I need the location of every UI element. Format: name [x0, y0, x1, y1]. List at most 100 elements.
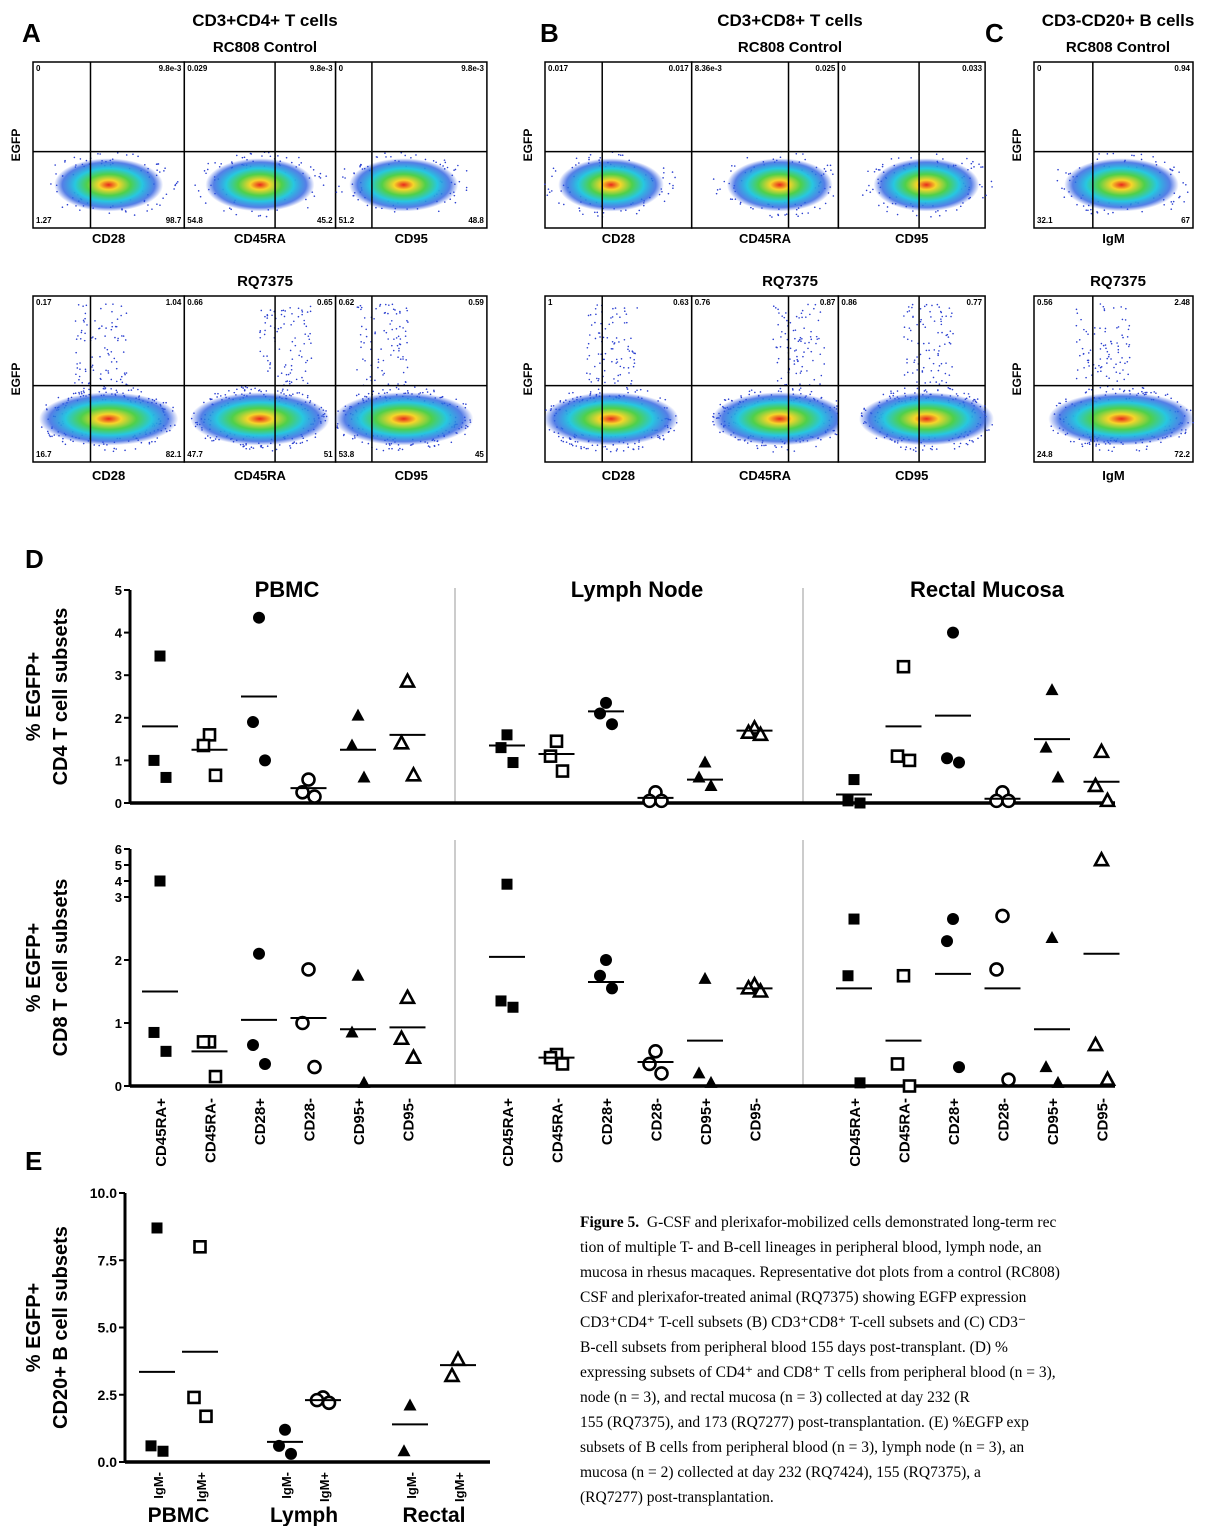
- event-dot: [920, 308, 922, 310]
- quadrant-value: 32.1: [1037, 216, 1053, 225]
- event-dot: [83, 388, 85, 390]
- caption-line: expressing subsets of CD4⁺ and CD8⁺ T ce…: [580, 1360, 1214, 1385]
- event-dot: [1122, 337, 1124, 339]
- event-dot: [466, 189, 468, 191]
- event-dot: [939, 215, 941, 217]
- event-dot: [78, 392, 80, 394]
- density-blob: [712, 392, 847, 445]
- event-dot: [942, 158, 944, 160]
- event-dot: [1089, 443, 1091, 445]
- event-dot: [373, 390, 375, 392]
- event-dot: [1126, 343, 1128, 345]
- event-dot: [545, 409, 547, 411]
- data-point: [395, 736, 408, 748]
- event-dot: [587, 448, 589, 450]
- event-dot: [882, 166, 884, 168]
- event-dot: [1155, 161, 1157, 163]
- event-dot: [866, 190, 868, 192]
- event-dot: [101, 325, 103, 327]
- density-blob: [544, 392, 679, 445]
- event-dot: [928, 350, 930, 352]
- event-dot: [290, 350, 292, 352]
- caption-text: tion of multiple T- and B-cell lineages …: [580, 1239, 1041, 1256]
- event-dot: [83, 390, 85, 392]
- event-dot: [296, 379, 298, 381]
- event-dot: [898, 157, 900, 159]
- event-dot: [404, 155, 406, 157]
- event-dot: [951, 312, 953, 314]
- event-dot: [385, 304, 387, 306]
- event-dot: [1101, 366, 1103, 368]
- caption-label: Figure 5.: [580, 1214, 639, 1231]
- event-dot: [548, 188, 550, 190]
- event-dot: [304, 323, 306, 325]
- data-point: [279, 1424, 291, 1436]
- panel-title: CD3+CD4+ T cells: [192, 11, 338, 30]
- event-dot: [306, 440, 308, 442]
- event-dot: [794, 363, 796, 365]
- event-dot: [1108, 449, 1110, 451]
- event-dot: [781, 378, 783, 380]
- event-dot: [924, 390, 926, 392]
- event-dot: [959, 446, 961, 448]
- event-dot: [269, 367, 271, 369]
- event-dot: [1170, 397, 1172, 399]
- event-dot: [1061, 187, 1063, 189]
- event-dot: [407, 321, 409, 323]
- data-point: [201, 1411, 212, 1422]
- event-dot: [140, 391, 142, 393]
- event-dot: [405, 335, 407, 337]
- event-dot: [280, 327, 282, 329]
- event-dot: [719, 188, 721, 190]
- event-dot: [869, 191, 871, 193]
- event-dot: [116, 390, 118, 392]
- event-dot: [588, 157, 590, 159]
- event-dot: [74, 157, 76, 159]
- event-dot: [980, 166, 982, 168]
- event-dot: [259, 351, 261, 353]
- event-dot: [575, 445, 577, 447]
- event-dot: [802, 356, 804, 358]
- event-dot: [1110, 358, 1112, 360]
- event-dot: [85, 368, 87, 370]
- event-dot: [802, 153, 804, 155]
- event-dot: [624, 322, 626, 324]
- event-dot: [250, 389, 252, 391]
- event-dot: [91, 356, 93, 358]
- event-dot: [125, 339, 127, 341]
- event-dot: [121, 335, 123, 337]
- quadrant-value: 1: [548, 298, 553, 307]
- event-dot: [937, 353, 939, 355]
- event-dot: [260, 215, 262, 217]
- event-dot: [663, 439, 665, 441]
- event-dot: [280, 392, 282, 394]
- event-dot: [930, 316, 932, 318]
- event-dot: [794, 450, 796, 452]
- caption-line: 155 (RQ7375), and 173 (RQ7277) post-tran…: [580, 1410, 1214, 1435]
- event-dot: [116, 361, 118, 363]
- sample-label: RQ7375: [237, 273, 293, 290]
- event-dot: [635, 391, 637, 393]
- event-dot: [415, 154, 417, 156]
- event-dot: [205, 172, 207, 174]
- event-dot: [1106, 362, 1108, 364]
- event-dot: [376, 156, 378, 158]
- event-dot: [663, 167, 665, 169]
- event-dot: [890, 390, 892, 392]
- x-tick-label: CD28-: [649, 1098, 666, 1141]
- event-dot: [1116, 380, 1118, 382]
- caption-text: mucosa (n = 2) collected at day 232 (RQ7…: [580, 1464, 981, 1481]
- event-dot: [597, 215, 599, 217]
- event-dot: [882, 164, 884, 166]
- event-dot: [391, 448, 393, 450]
- event-dot: [1087, 360, 1089, 362]
- event-dot: [359, 165, 361, 167]
- event-dot: [376, 448, 378, 450]
- event-dot: [672, 185, 674, 187]
- event-dot: [966, 158, 968, 160]
- event-dot: [459, 181, 461, 183]
- event-dot: [1080, 319, 1082, 321]
- event-dot: [111, 326, 113, 328]
- event-dot: [815, 304, 817, 306]
- event-dot: [111, 361, 113, 363]
